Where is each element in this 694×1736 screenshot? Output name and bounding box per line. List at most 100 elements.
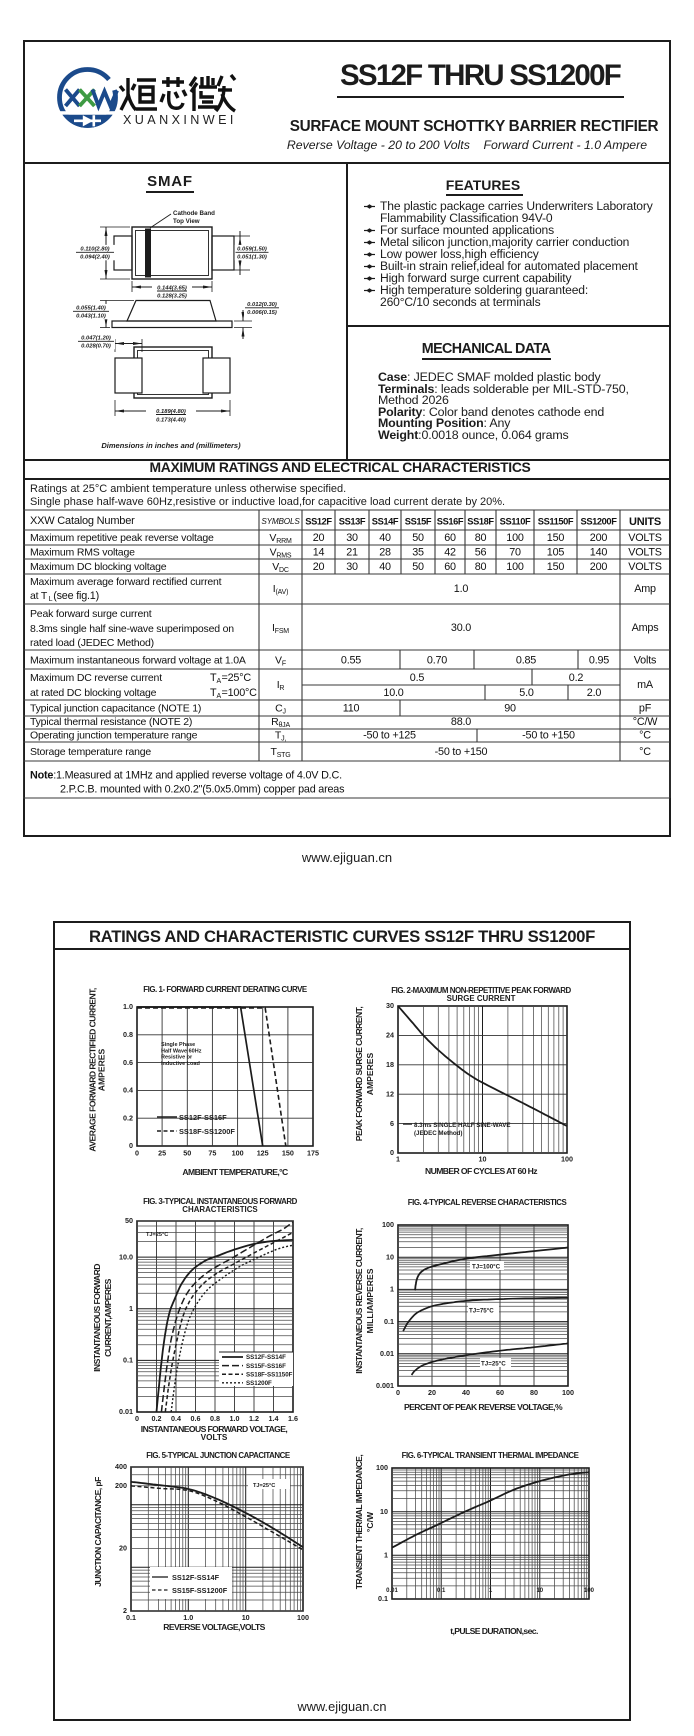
svg-text:10: 10 [479,1155,487,1164]
svg-text:1.6: 1.6 [288,1414,298,1423]
svg-text:100: 100 [561,1155,573,1164]
svg-text:110: 110 [343,703,360,715]
svg-text:80: 80 [475,532,487,544]
svg-text:0.2: 0.2 [569,672,584,684]
svg-text:-50 to +125: -50 to +125 [363,730,416,742]
svg-text:70: 70 [509,547,521,559]
svg-text:Volts: Volts [634,655,657,667]
svg-text:10.0: 10.0 [383,687,403,699]
svg-text:°C: °C [639,746,651,758]
svg-text:INSTANTANEOUS REVERSE CURRENT,: INSTANTANEOUS REVERSE CURRENT, [354,1228,364,1374]
svg-text:FIG. 2-MAXIMUM NON-REPETITIVE: FIG. 2-MAXIMUM NON-REPETITIVE PEAK FORWA… [391,986,571,995]
svg-text:PEAK FORWARD SURGE CURRENT,: PEAK FORWARD SURGE CURRENT, [354,1006,364,1141]
svg-text:-50 to +150: -50 to +150 [435,746,488,758]
svg-text:0.051(1.30): 0.051(1.30) [237,255,267,261]
svg-text:SS12F-SS16F: SS12F-SS16F [179,1113,227,1122]
svg-text:Typical junction capacitance (: Typical junction capacitance (NOTE 1) [30,703,201,715]
svg-text:NUMBER OF CYCLES AT 60 Hz: NUMBER OF CYCLES AT 60 Hz [425,1166,537,1176]
svg-text:Maximum RMS voltage: Maximum RMS voltage [30,547,135,559]
svg-text:°C/W: °C/W [365,1511,375,1532]
svg-text:FIG. 3-TYPICAL INSTANTANEOUS F: FIG. 3-TYPICAL INSTANTANEOUS FORWARD [143,1197,297,1206]
svg-text:105: 105 [547,547,565,559]
svg-text:1: 1 [489,1588,493,1594]
svg-text:=100°C: =100°C [222,687,258,699]
svg-text:Inductive Load: Inductive Load [161,1061,200,1067]
svg-text:60: 60 [444,532,456,544]
svg-text:30.0: 30.0 [451,622,471,634]
svg-text:0.6: 0.6 [123,1058,133,1067]
svg-text:SS12F: SS12F [305,517,332,527]
svg-text:Single Phase: Single Phase [161,1042,195,1048]
svg-text:60: 60 [496,1388,504,1397]
svg-text:SS18F: SS18F [467,517,494,527]
svg-text:Typical thermal resistance (NO: Typical thermal resistance (NOTE 2) [30,716,192,728]
svg-text:SURGE CURRENT: SURGE CURRENT [447,994,516,1003]
svg-text:100: 100 [297,1613,309,1622]
svg-text:20: 20 [119,1544,127,1553]
svg-text:0.55: 0.55 [341,655,361,667]
svg-text:28: 28 [379,547,391,559]
svg-text:FIG. 5-TYPICAL JUNCTION CAPACI: FIG. 5-TYPICAL JUNCTION CAPACITANCE [146,1451,290,1460]
svg-text:RθJA: RθJA [271,716,290,729]
svg-text:10: 10 [386,1252,394,1261]
svg-text:IFSM: IFSM [272,622,289,635]
svg-text:TSTG: TSTG [270,746,290,759]
svg-text:0.006(0.15): 0.006(0.15) [247,310,277,316]
svg-text:TRANSIENT THERMAL IMPEDANCE,: TRANSIENT THERMAL IMPEDANCE, [354,1455,364,1590]
svg-text:30: 30 [386,1001,394,1010]
svg-text:0.2: 0.2 [123,1113,133,1122]
svg-text:90: 90 [504,703,516,715]
svg-text:JUNCTION CAPACITANCE, pF: JUNCTION CAPACITANCE, pF [93,1477,103,1587]
svg-text:88.0: 88.0 [451,716,471,728]
svg-text:5.0: 5.0 [519,687,534,699]
svg-text:INSTANTANEOUS FORWARD: INSTANTANEOUS FORWARD [92,1264,102,1372]
svg-text:0.01: 0.01 [119,1407,133,1416]
svg-text:AVERAGE FORWARD RECTIFIED CURR: AVERAGE FORWARD RECTIFIED CURRENT, [88,988,98,1152]
svg-text:50: 50 [125,1216,133,1225]
svg-text:0.1: 0.1 [126,1613,136,1622]
svg-text:SYMBOLS: SYMBOLS [261,517,300,526]
svg-text:40: 40 [462,1388,470,1397]
svg-text:I(AV): I(AV) [273,583,288,596]
svg-text:CHARACTERISTICS: CHARACTERISTICS [182,1205,257,1214]
svg-text:TJ=100°C: TJ=100°C [472,1264,501,1271]
svg-text:0.012(0.30): 0.012(0.30) [247,302,277,308]
svg-text:MILLIAMPERES: MILLIAMPERES [365,1268,375,1333]
svg-text:0.173(4.40): 0.173(4.40) [156,418,186,424]
svg-text:1: 1 [129,1304,133,1313]
svg-text:0.01: 0.01 [386,1588,398,1594]
svg-text:1.0: 1.0 [230,1414,240,1423]
svg-text:Storage temperature range: Storage temperature range [30,746,151,758]
svg-text:200: 200 [590,532,608,544]
svg-text:REVERSE VOLTAGE,VOLTS: REVERSE VOLTAGE,VOLTS [163,1622,265,1632]
svg-text:TJ=25°C: TJ=25°C [146,1232,168,1238]
svg-text:2.P.C.B. mounted with 0.2x0.2": 2.P.C.B. mounted with 0.2x0.2"(5.0x5.0mm… [60,784,345,796]
svg-text:0.01: 0.01 [380,1349,394,1358]
svg-text:0.1: 0.1 [437,1588,446,1594]
svg-text:100: 100 [584,1588,595,1594]
svg-text:42: 42 [444,547,456,559]
svg-text:8.3ms SINGLE HALF SINE-WAVE: 8.3ms SINGLE HALF SINE-WAVE [414,1122,511,1129]
svg-text:0.047(1.20): 0.047(1.20) [81,336,111,342]
svg-text:Maximum instantaneous forward: Maximum instantaneous forward voltage at… [30,655,246,667]
svg-text:SS14F: SS14F [372,517,399,527]
svg-text:1.0: 1.0 [123,1002,133,1011]
svg-text:at T: at T [30,590,48,602]
svg-text:at rated DC blocking voltage: at rated DC blocking voltage [30,687,157,699]
svg-text:8.3ms single half sine-wave su: 8.3ms single half sine-wave superimposed… [30,623,234,635]
svg-text:56: 56 [475,547,487,559]
svg-text:0.85: 0.85 [516,655,536,667]
svg-text:=25°C: =25°C [222,672,252,684]
svg-text:0.4: 0.4 [123,1086,133,1095]
svg-text:Maximum DC blocking voltage: Maximum DC blocking voltage [30,561,167,573]
svg-text:L: L [49,596,53,603]
svg-text:80: 80 [530,1388,538,1397]
svg-text:-50 to +150: -50 to +150 [522,730,575,742]
svg-text:0.059(1.50): 0.059(1.50) [237,247,267,253]
svg-text:10: 10 [536,1588,543,1594]
svg-text:200: 200 [115,1481,127,1490]
svg-text:1.0: 1.0 [454,583,469,595]
svg-text:50: 50 [412,561,424,573]
svg-text:T: T [210,687,217,699]
svg-text:80: 80 [475,561,487,573]
